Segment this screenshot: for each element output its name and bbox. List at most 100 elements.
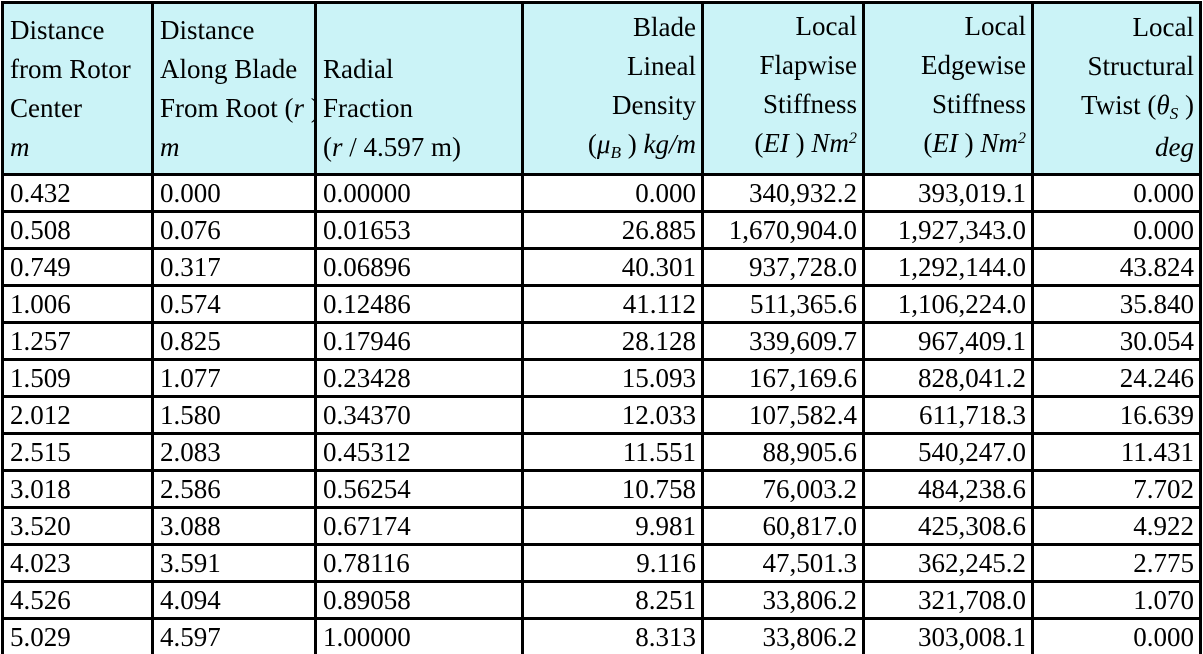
cell-distance-along-blade-from-root: 0.825	[151, 321, 317, 361]
cell-radial-fraction: 0.78116	[314, 543, 524, 583]
cell-distance-from-rotor-center: 1.257	[1, 321, 154, 361]
cell-radial-fraction: 1.00000	[314, 617, 524, 654]
header-line: From Root (r )	[160, 93, 313, 123]
cell-radial-fraction: 0.01653	[314, 210, 524, 250]
cell-local-edgewise-stiffness: 540,247.0	[862, 432, 1034, 472]
table-row: 0.508 0.076 0.01653 26.885 1,670,904.0 1,927,…	[1, 210, 1202, 250]
cell-distance-along-blade-from-root: 0.000	[151, 173, 317, 213]
table-row: 4.023 3.591 0.78116 9.116 47,501.3 362,245.2 2…	[1, 543, 1202, 583]
cell-local-edgewise-stiffness: 1,292,144.0	[862, 247, 1034, 287]
cell-local-edgewise-stiffness: 321,708.0	[862, 580, 1034, 620]
cell-local-structural-twist: 2.775	[1031, 543, 1202, 583]
column-header-distance-along-blade-from-root: Distance Along Blade From Root (r ) m	[151, 1, 317, 176]
cell-radial-fraction: 0.45312	[314, 432, 524, 472]
cell-distance-along-blade-from-root: 0.076	[151, 210, 317, 250]
cell-radial-fraction: 0.89058	[314, 580, 524, 620]
column-header-local-structural-twist: Local Structural Twist (θS ) deg	[1031, 1, 1202, 176]
cell-local-edgewise-stiffness: 393,019.1	[862, 173, 1034, 213]
cell-blade-lineal-density: 26.885	[521, 210, 704, 250]
cell-radial-fraction: 0.17946	[314, 321, 524, 361]
column-header-distance-from-rotor-center: Distance from Rotor Center m	[1, 1, 154, 176]
cell-blade-lineal-density: 8.251	[521, 580, 704, 620]
cell-local-structural-twist: 7.702	[1031, 469, 1202, 509]
cell-radial-fraction: 0.00000	[314, 173, 524, 213]
cell-blade-lineal-density: 10.758	[521, 469, 704, 509]
cell-distance-from-rotor-center: 2.012	[1, 395, 154, 435]
header-line: Structural	[1087, 51, 1194, 81]
header-line: Local	[964, 11, 1026, 41]
cell-local-structural-twist: 0.000	[1031, 617, 1202, 654]
header-line: Lineal	[627, 51, 696, 81]
cell-distance-from-rotor-center: 4.023	[1, 543, 154, 583]
cell-distance-from-rotor-center: 2.515	[1, 432, 154, 472]
header-line: Fraction	[323, 93, 413, 123]
header-line: Stiffness	[762, 89, 857, 119]
header-line: Local	[795, 11, 857, 41]
header-line: Stiffness	[931, 89, 1026, 119]
header-line: (EI ) Nm2	[923, 128, 1026, 158]
header-line: (r / 4.597 m)	[323, 132, 462, 162]
header-line: deg	[1155, 132, 1194, 162]
cell-distance-from-rotor-center: 0.432	[1, 173, 154, 213]
cell-distance-from-rotor-center: 3.018	[1, 469, 154, 509]
cell-distance-along-blade-from-root: 4.094	[151, 580, 317, 620]
header-line: Distance	[160, 15, 255, 45]
cell-local-edgewise-stiffness: 611,718.3	[862, 395, 1034, 435]
cell-local-flapwise-stiffness: 1,670,904.0	[701, 210, 865, 250]
cell-distance-along-blade-from-root: 3.591	[151, 543, 317, 583]
cell-blade-lineal-density: 11.551	[521, 432, 704, 472]
cell-local-structural-twist: 43.824	[1031, 247, 1202, 287]
header-line: (μB ) kg/m	[587, 129, 696, 162]
header-line: Along Blade	[160, 54, 298, 84]
cell-distance-from-rotor-center: 5.029	[1, 617, 154, 654]
cell-local-structural-twist: 24.246	[1031, 358, 1202, 398]
header-line: Radial	[323, 54, 394, 84]
cell-distance-along-blade-from-root: 2.586	[151, 469, 317, 509]
cell-local-edgewise-stiffness: 484,238.6	[862, 469, 1034, 509]
header-line: Density	[612, 90, 696, 120]
table-row: 2.515 2.083 0.45312 11.551 88,905.6 540,247.0…	[1, 432, 1202, 472]
cell-radial-fraction: 0.56254	[314, 469, 524, 509]
header-line: Blade	[633, 12, 696, 42]
cell-blade-lineal-density: 28.128	[521, 321, 704, 361]
cell-distance-from-rotor-center: 1.006	[1, 284, 154, 324]
cell-local-structural-twist: 1.070	[1031, 580, 1202, 620]
cell-local-flapwise-stiffness: 167,169.6	[701, 358, 865, 398]
cell-local-structural-twist: 16.639	[1031, 395, 1202, 435]
cell-local-flapwise-stiffness: 47,501.3	[701, 543, 865, 583]
cell-local-edgewise-stiffness: 425,308.6	[862, 506, 1034, 546]
table-row: 4.526 4.094 0.89058 8.251 33,806.2 321,708.0 1…	[1, 580, 1202, 620]
cell-radial-fraction: 0.34370	[314, 395, 524, 435]
cell-local-structural-twist: 35.840	[1031, 284, 1202, 324]
cell-distance-along-blade-from-root: 1.077	[151, 358, 317, 398]
cell-local-edgewise-stiffness: 828,041.2	[862, 358, 1034, 398]
header-line: Distance	[10, 15, 105, 45]
cell-local-structural-twist: 11.431	[1031, 432, 1202, 472]
table-body: 0.432 0.000 0.00000 0.000 340,932.2 393,019.1…	[1, 173, 1202, 654]
cell-blade-lineal-density: 0.000	[521, 173, 704, 213]
cell-local-edgewise-stiffness: 362,245.2	[862, 543, 1034, 583]
table-row: 0.432 0.000 0.00000 0.000 340,932.2 393,019.1…	[1, 173, 1202, 213]
cell-local-structural-twist: 0.000	[1031, 173, 1202, 213]
header-line: Twist (θS )	[1080, 90, 1194, 123]
table-row: 1.509 1.077 0.23428 15.093 167,169.6 828,041.…	[1, 358, 1202, 398]
cell-local-edgewise-stiffness: 967,409.1	[862, 321, 1034, 361]
header-line: Flapwise	[759, 50, 858, 80]
cell-blade-lineal-density: 40.301	[521, 247, 704, 287]
table-row: 5.029 4.597 1.00000 8.313 33,806.2 303,008.1 0…	[1, 617, 1202, 654]
cell-distance-along-blade-from-root: 0.317	[151, 247, 317, 287]
column-header-local-flapwise-stiffness: Local Flapwise Stiffness (EI ) Nm2	[701, 1, 865, 176]
table-row: 3.520 3.088 0.67174 9.981 60,817.0 425,308.6 4…	[1, 506, 1202, 546]
header-row: Distance from Rotor Center m Distance Along B…	[1, 1, 1202, 176]
cell-local-flapwise-stiffness: 511,365.6	[701, 284, 865, 324]
cell-radial-fraction: 0.12486	[314, 284, 524, 324]
header-line: m	[160, 132, 180, 162]
cell-blade-lineal-density: 15.093	[521, 358, 704, 398]
cell-blade-lineal-density: 12.033	[521, 395, 704, 435]
cell-blade-lineal-density: 9.981	[521, 506, 704, 546]
column-header-radial-fraction: Radial Fraction (r / 4.597 m)	[314, 1, 524, 176]
header-line: m	[10, 132, 30, 162]
cell-blade-lineal-density: 9.116	[521, 543, 704, 583]
